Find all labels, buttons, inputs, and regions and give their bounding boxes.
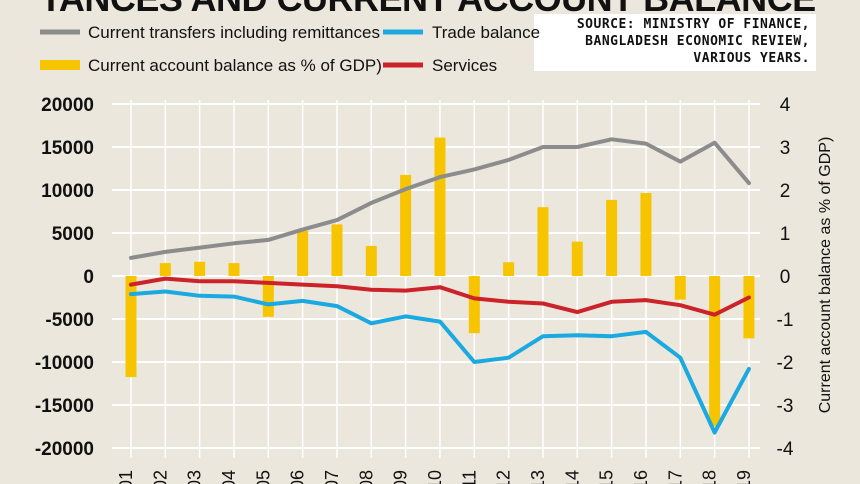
bar-cab (365, 245, 377, 276)
x-tick-label: 03 (185, 470, 205, 484)
y-right-tick-label: 3 (780, 138, 791, 159)
bar-cab (571, 241, 583, 276)
x-tick-label: 07 (322, 470, 342, 484)
bar-cab (297, 230, 309, 276)
source-note: SOURCE: MINISTRY OF FINANCE, BANGLADESH … (534, 14, 816, 71)
y-right-tick-label: -3 (777, 396, 794, 417)
y-left-tick-label: 10000 (41, 181, 94, 202)
y-left-tick-label: 0 (83, 267, 94, 288)
bar-cab (125, 276, 137, 378)
x-tick-label: 09 (391, 470, 411, 484)
bar-cab (709, 276, 721, 427)
x-tick-label: 04 (219, 470, 239, 484)
bar-cab (194, 261, 206, 276)
y-right-tick-label: -1 (777, 310, 794, 331)
y-left-tick-label: -10000 (35, 353, 94, 374)
bar-cab (537, 207, 549, 276)
right-axis-label: Current account balance as % of GDP) (817, 137, 834, 414)
y-right-tick-label: -4 (777, 439, 794, 460)
y-right-tick-label: 2 (780, 181, 791, 202)
series-line-services (129, 276, 751, 317)
x-tick-label: 12 (494, 470, 514, 484)
bar-cab (159, 263, 171, 276)
x-tick-label: 02 (150, 470, 170, 484)
series-line-remittances (129, 137, 751, 260)
bar-cab (400, 174, 412, 276)
bar-cab (228, 263, 240, 276)
y-left-tick-label: -15000 (35, 396, 94, 417)
x-tick-label: 19 (734, 470, 754, 484)
y-left-tick-label: 15000 (41, 138, 94, 159)
bar-cab (640, 193, 652, 276)
bar-cab (606, 199, 618, 276)
legend: Current transfers including remittances … (40, 23, 540, 75)
bar-cab (434, 137, 446, 276)
bar-cab (674, 276, 686, 300)
x-tick-label: 06 (288, 470, 308, 484)
x-tick-label: 16 (631, 470, 651, 484)
x-tick-label: 13 (528, 470, 548, 484)
bar-cab (743, 276, 755, 339)
y-right-tick-label: 1 (780, 224, 791, 245)
bar-cab (331, 224, 343, 276)
x-tick-label: 18 (700, 470, 720, 484)
legend-label-remittances: Current transfers including remittances (88, 23, 380, 42)
y-left-tick-label: -20000 (35, 439, 94, 460)
x-tick-label: 01 (116, 470, 136, 484)
y-left-tick-label: 5000 (52, 224, 94, 245)
y-left-tick-label: -5000 (45, 310, 94, 331)
bar-cab (262, 276, 274, 317)
x-tick-label: 05 (253, 470, 273, 484)
x-tick-label: 14 (562, 470, 582, 484)
x-tick-label: 10 (425, 470, 445, 484)
legend-label-services: Services (432, 56, 497, 75)
y-right-tick-label: 4 (780, 95, 791, 116)
y-right-tick-label: 0 (780, 267, 791, 288)
legend-label-cab: Current account balance as % of GDP) (88, 56, 382, 75)
legend-label-trade: Trade balance (432, 23, 540, 42)
plot-area: 20000150001000050000-5000-10000-15000-20… (35, 95, 794, 484)
y-left-tick-label: 20000 (41, 95, 94, 116)
x-tick-label: 11 (459, 470, 479, 484)
x-tick-label: 08 (356, 470, 376, 484)
bar-cab (503, 262, 515, 276)
x-tick-label: 15 (597, 470, 617, 484)
series-line-trade (129, 289, 751, 435)
legend-swatch-cab (40, 60, 80, 70)
y-right-tick-label: -2 (777, 353, 794, 374)
bar-cab (468, 276, 480, 334)
x-tick-label: 17 (665, 470, 685, 484)
